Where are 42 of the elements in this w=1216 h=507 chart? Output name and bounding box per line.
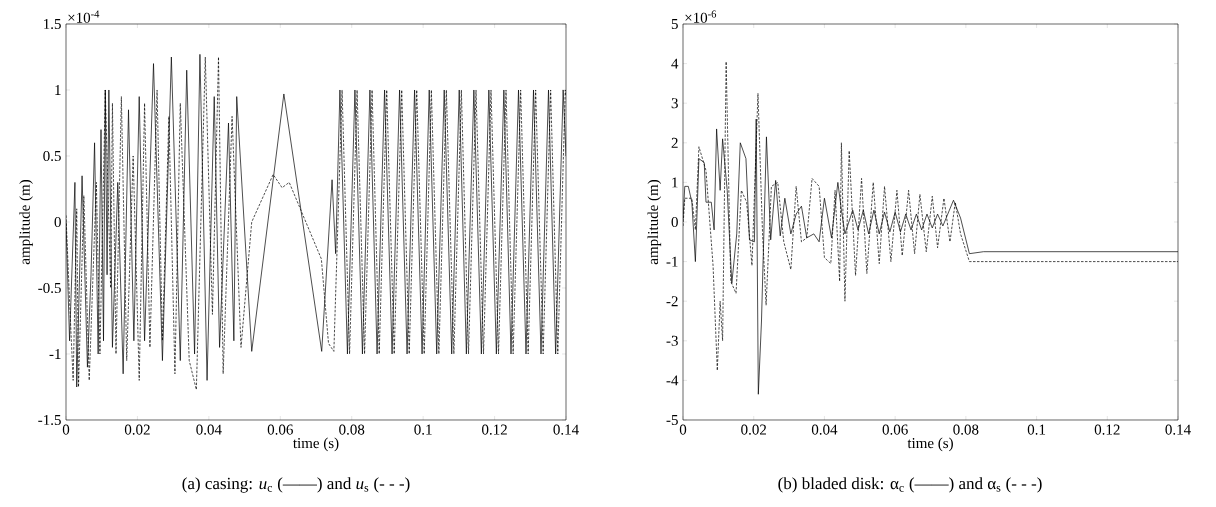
x-tick-label: 0.04 xyxy=(196,424,222,435)
y-axis-title: amplitude (m) xyxy=(647,179,662,265)
x-tick-label: 0 xyxy=(679,424,687,435)
x-tick-label: 0.1 xyxy=(1027,424,1046,435)
y-tick-label: 4 xyxy=(671,58,679,69)
x-tick-label: 0.04 xyxy=(811,424,838,435)
x-tick-label: 0.08 xyxy=(953,424,979,435)
x-tick-label: 0.12 xyxy=(1094,424,1120,435)
x-tick-label: 0.02 xyxy=(124,424,150,435)
y-tick-label: -1 xyxy=(666,256,678,267)
y-tick-label: -4 xyxy=(666,375,679,386)
x-axis-title: time (s) xyxy=(907,437,953,452)
y-tick-label: -2 xyxy=(666,296,678,307)
y-axis-title: amplitude (m) xyxy=(19,179,33,265)
x-tick-label: 0.06 xyxy=(882,424,908,435)
y-tick-label: -1 xyxy=(49,349,61,359)
y-tick-label: 3 xyxy=(671,98,678,109)
text: ×10$^{-4}$ xyxy=(68,10,100,23)
text: (a) casing: u$_{c}$ (——) and u$_{s}$ (- - -) xyxy=(182,477,410,493)
y-tick-label: 1 xyxy=(55,85,61,95)
x-tick-label: 0.02 xyxy=(741,424,767,435)
y-tick-label: 2 xyxy=(671,137,678,148)
y-tick-label: 0.5 xyxy=(43,150,61,162)
x-tick-label: 0.14 xyxy=(1165,424,1191,435)
y-tick-label: -0.5 xyxy=(38,282,61,294)
y-tick-label: 0 xyxy=(54,216,61,228)
text: (b) bladed disk: α$_{c}$ (——) and α$_{s}$ (- - -) xyxy=(778,477,1042,493)
x-tick-label: 0.06 xyxy=(267,424,293,435)
x-axis-title: time (s) xyxy=(293,437,339,452)
y-tick-label: 1.5 xyxy=(44,18,61,30)
y-tick-label: 1 xyxy=(672,177,678,188)
y-tick-label: -1.5 xyxy=(38,414,61,426)
y-tick-label: 5 xyxy=(671,19,678,29)
y-tick-label: -3 xyxy=(666,335,678,346)
y-tick-label: -5 xyxy=(666,415,678,425)
y-tick-label: 0 xyxy=(671,216,678,228)
x-tick-label: 0.08 xyxy=(339,424,365,435)
x-tick-label: 0.12 xyxy=(482,424,507,435)
text: ×10$^{-6}$ xyxy=(685,10,717,23)
x-tick-label: 0.1 xyxy=(414,424,432,435)
x-tick-label: 0.14 xyxy=(553,424,579,435)
x-tick-label: 0 xyxy=(62,424,70,435)
